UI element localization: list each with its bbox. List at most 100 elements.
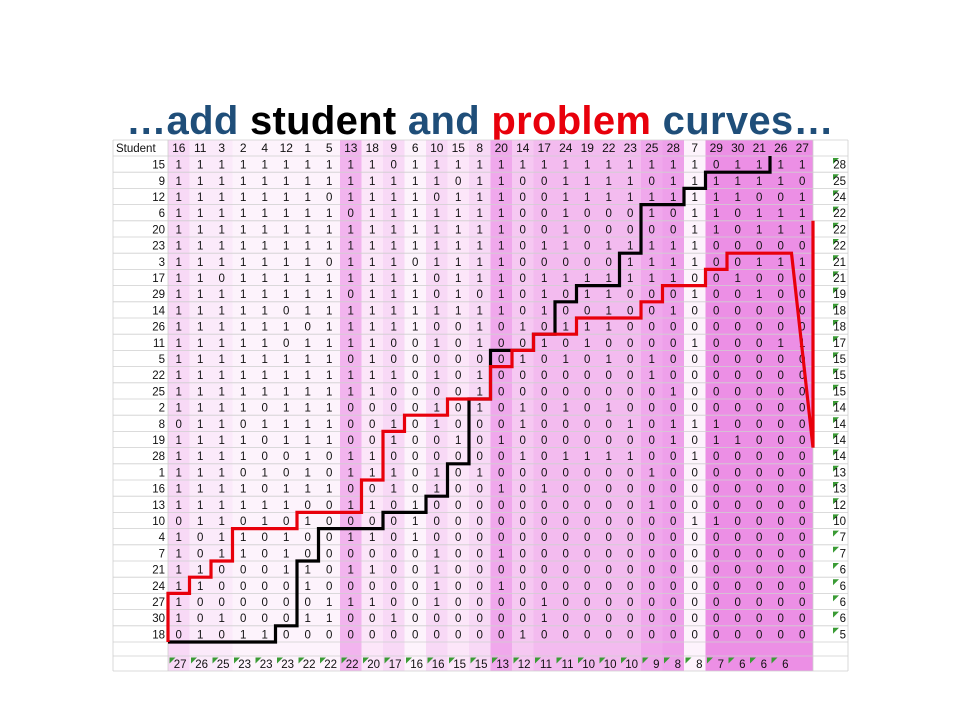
response-cell: 1 (176, 305, 182, 317)
response-cell: 0 (563, 419, 569, 431)
response-cell: 1 (520, 322, 526, 334)
response-cell: 0 (713, 305, 719, 317)
response-cell: 1 (649, 354, 655, 366)
problem-column-shade (426, 140, 448, 671)
response-cell: 0 (455, 613, 461, 625)
student-score-cell: 6 (840, 597, 846, 609)
student-score-cell: 14 (833, 451, 846, 463)
problem-header-cell: 12 (280, 141, 294, 155)
problem-header-cell: 10 (430, 141, 444, 155)
response-cell: 0 (756, 565, 762, 577)
student-id-cell: 24 (152, 581, 165, 593)
response-cell: 0 (713, 548, 719, 560)
response-cell: 0 (649, 532, 655, 544)
student-score-cell: 18 (833, 305, 846, 317)
problem-total-cell: 26 (195, 659, 208, 671)
response-cell: 0 (649, 548, 655, 560)
response-cell: 0 (778, 613, 784, 625)
response-cell: 1 (477, 176, 483, 188)
response-cell: 0 (756, 516, 762, 528)
response-cell: 1 (369, 176, 375, 188)
response-cell: 1 (240, 370, 246, 382)
response-cell: 1 (305, 516, 311, 528)
response-cell: 1 (412, 500, 418, 512)
response-cell: 1 (176, 435, 182, 447)
response-cell: 1 (197, 208, 203, 220)
response-cell: 0 (735, 305, 741, 317)
response-cell: 0 (735, 532, 741, 544)
problem-header-cell: 24 (559, 141, 573, 155)
student-id-cell: 1 (159, 467, 165, 479)
response-cell: 0 (778, 403, 784, 415)
response-cell: 0 (799, 467, 805, 479)
response-cell: 0 (455, 451, 461, 463)
response-cell: 1 (434, 160, 440, 172)
response-cell: 1 (262, 354, 268, 366)
response-cell: 0 (412, 386, 418, 398)
student-id-cell: 9 (159, 176, 165, 188)
response-cell: 0 (756, 386, 762, 398)
response-cell: 0 (584, 224, 590, 236)
response-cell: 1 (434, 403, 440, 415)
response-cell: 0 (541, 500, 547, 512)
response-cell: 0 (735, 419, 741, 431)
problem-column-shade (512, 140, 534, 671)
response-cell: 1 (670, 273, 676, 285)
problem-total-cell: 6 (761, 659, 767, 671)
response-cell: 1 (326, 435, 332, 447)
response-cell: 1 (326, 289, 332, 301)
title-segment-4: problem (491, 98, 652, 143)
response-cell: 1 (305, 305, 311, 317)
response-cell: 0 (584, 516, 590, 528)
response-cell: 0 (756, 305, 762, 317)
problem-column-shade (361, 140, 383, 671)
response-cell: 0 (735, 484, 741, 496)
response-cell: 0 (756, 419, 762, 431)
response-cell: 1 (326, 241, 332, 253)
response-cell: 1 (498, 435, 504, 447)
response-cell: 0 (799, 419, 805, 431)
problem-header-cell: 19 (581, 141, 595, 155)
response-cell: 0 (627, 289, 633, 301)
student-score-cell: 15 (833, 370, 846, 382)
response-cell: 1 (584, 192, 590, 204)
response-cell: 0 (649, 419, 655, 431)
response-cell: 0 (649, 629, 655, 641)
response-cell: 1 (584, 176, 590, 188)
response-cell: 0 (520, 289, 526, 301)
response-cell: 0 (799, 386, 805, 398)
response-cell: 0 (713, 289, 719, 301)
problem-column-shade (447, 140, 469, 671)
response-cell: 0 (756, 241, 762, 253)
response-cell: 0 (563, 565, 569, 577)
total-flag-icon (750, 657, 756, 664)
total-flag-icon (427, 657, 434, 664)
response-cell: 0 (735, 451, 741, 463)
response-cell: 0 (627, 322, 633, 334)
response-cell: 0 (756, 338, 762, 350)
response-cell: 0 (606, 597, 612, 609)
problem-total-cell: 22 (346, 659, 359, 671)
response-cell: 1 (412, 160, 418, 172)
response-cell: 1 (498, 224, 504, 236)
response-cell: 0 (778, 322, 784, 334)
response-cell: 1 (219, 257, 225, 269)
response-cell: 1 (326, 305, 332, 317)
total-flag-icon (621, 657, 627, 664)
response-cell: 0 (563, 467, 569, 479)
response-cell: 1 (391, 257, 397, 269)
response-cell: 0 (756, 403, 762, 415)
response-cell: 0 (799, 176, 805, 188)
response-cell: 0 (391, 565, 397, 577)
response-cell: 0 (412, 435, 418, 447)
response-cell: 1 (606, 192, 612, 204)
response-cell: 0 (627, 224, 633, 236)
score-flag-icon (833, 546, 839, 553)
response-cell: 0 (541, 548, 547, 560)
response-cell: 1 (176, 338, 182, 350)
student-id-cell: 17 (152, 273, 165, 285)
response-cell: 0 (520, 532, 526, 544)
response-cell: 1 (176, 467, 182, 479)
response-cell: 0 (434, 273, 440, 285)
student-id-cell: 6 (159, 208, 165, 220)
